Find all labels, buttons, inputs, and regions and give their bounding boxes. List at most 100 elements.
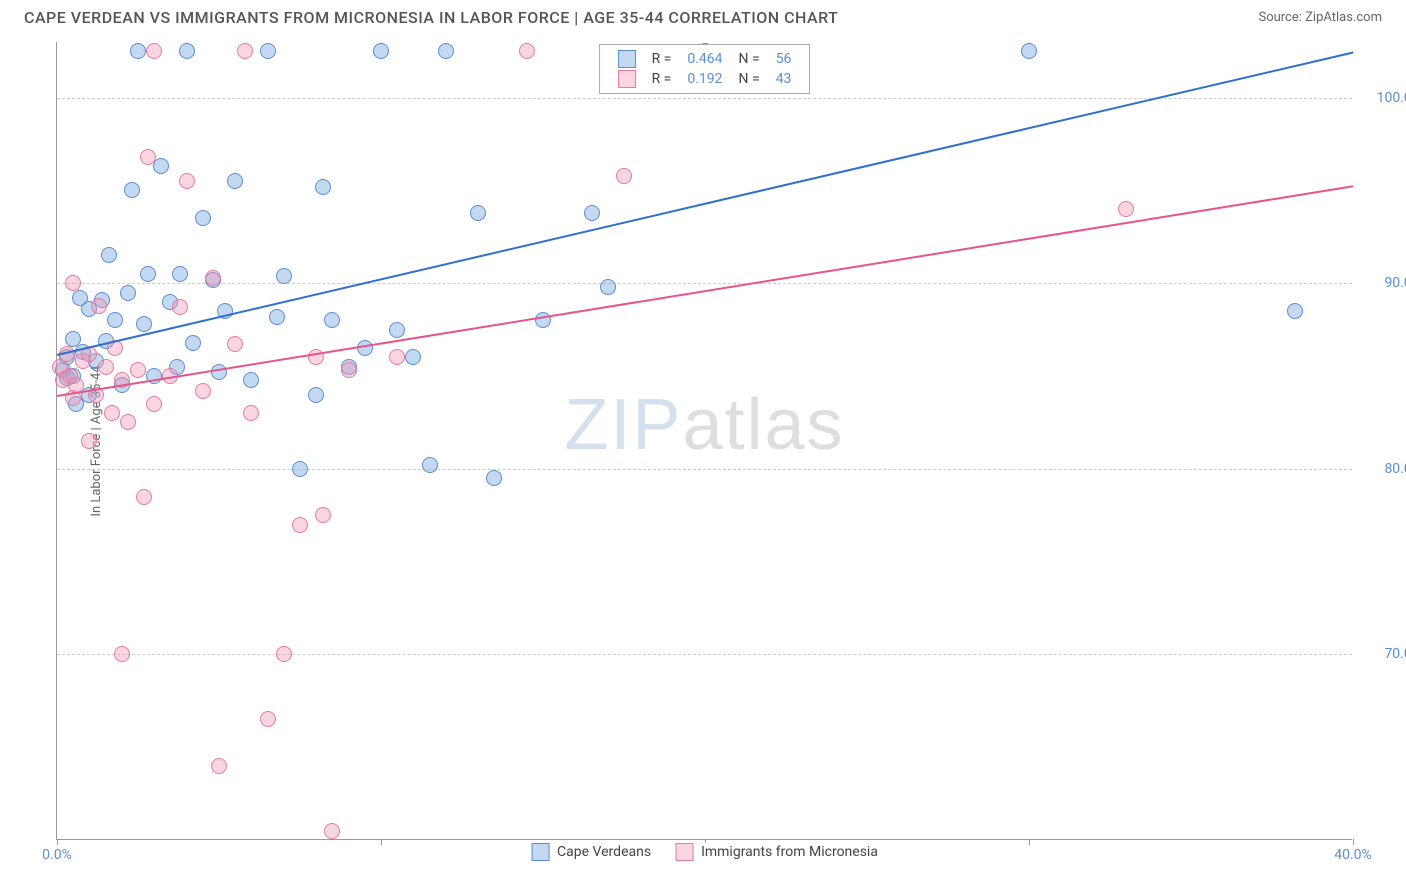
legend-r-label: R = — [644, 49, 680, 69]
data-point — [260, 711, 276, 727]
legend-n-value: 56 — [768, 49, 800, 69]
data-point — [315, 507, 331, 523]
data-point — [179, 43, 195, 59]
data-point — [136, 489, 152, 505]
data-point — [324, 823, 340, 839]
series-legend-item: Cape Verdeans — [531, 843, 651, 861]
plot-surface: 70.0%80.0%90.0%100.0%0.0%40.0% — [57, 42, 1352, 839]
legend-n-label: N = — [731, 69, 768, 89]
y-tick-label: 80.0% — [1362, 461, 1406, 477]
data-point — [205, 270, 221, 286]
data-point — [153, 158, 169, 174]
data-point — [276, 268, 292, 284]
data-point — [146, 43, 162, 59]
data-point — [519, 43, 535, 59]
data-point — [324, 312, 340, 328]
data-point — [81, 433, 97, 449]
series-legend-item: Immigrants from Micronesia — [675, 843, 878, 861]
data-point — [373, 43, 389, 59]
data-point — [292, 517, 308, 533]
y-tick-label: 70.0% — [1362, 646, 1406, 662]
data-point — [195, 210, 211, 226]
data-point — [114, 646, 130, 662]
data-point — [172, 299, 188, 315]
chart-title: CAPE VERDEAN VS IMMIGRANTS FROM MICRONES… — [24, 8, 838, 27]
data-point — [616, 168, 632, 184]
data-point — [104, 405, 120, 421]
data-point — [1118, 201, 1134, 217]
data-point — [470, 205, 486, 221]
data-point — [1287, 303, 1303, 319]
data-point — [101, 247, 117, 263]
x-tick-mark — [1029, 839, 1030, 845]
data-point — [292, 461, 308, 477]
data-point — [91, 298, 107, 314]
data-point — [227, 173, 243, 189]
x-tick-label: 0.0% — [42, 847, 72, 863]
data-point — [130, 362, 146, 378]
data-point — [584, 205, 600, 221]
data-point — [185, 335, 201, 351]
gridline-horizontal — [57, 469, 1352, 470]
data-point — [107, 312, 123, 328]
data-point — [120, 414, 136, 430]
gridline-horizontal — [57, 283, 1352, 284]
legend-r-label: R = — [644, 69, 680, 89]
data-point — [124, 182, 140, 198]
legend-swatch — [618, 70, 636, 88]
series-legend-label: Cape Verdeans — [557, 844, 651, 860]
data-point — [308, 387, 324, 403]
data-point — [486, 470, 502, 486]
data-point — [243, 405, 259, 421]
data-point — [438, 43, 454, 59]
gridline-horizontal — [57, 654, 1352, 655]
data-point — [405, 349, 421, 365]
data-point — [315, 179, 331, 195]
y-tick-label: 100.0% — [1362, 90, 1406, 106]
source-attribution: Source: ZipAtlas.com — [1258, 10, 1382, 25]
data-point — [237, 43, 253, 59]
legend-row: R =0.192N =43 — [610, 69, 800, 89]
data-point — [120, 285, 136, 301]
series-legend: Cape Verdeans Immigrants from Micronesia — [525, 843, 884, 861]
data-point — [422, 457, 438, 473]
x-tick-mark — [381, 839, 382, 845]
data-point — [195, 383, 211, 399]
legend-swatch — [618, 50, 636, 68]
legend-swatch — [531, 843, 549, 861]
chart-header: CAPE VERDEAN VS IMMIGRANTS FROM MICRONES… — [0, 0, 1406, 31]
data-point — [146, 396, 162, 412]
data-point — [227, 336, 243, 352]
trend-line — [57, 185, 1353, 397]
data-point — [140, 266, 156, 282]
data-point — [600, 279, 616, 295]
chart-plot-area: In Labor Force | Age 35-44 70.0%80.0%90.… — [56, 42, 1352, 840]
data-point — [341, 362, 357, 378]
correlation-legend: R =0.464N =56R =0.192N =43 — [599, 44, 811, 94]
data-point — [243, 372, 259, 388]
legend-swatch — [675, 843, 693, 861]
data-point — [389, 349, 405, 365]
data-point — [179, 173, 195, 189]
data-point — [357, 340, 373, 356]
data-point — [269, 309, 285, 325]
data-point — [389, 322, 405, 338]
legend-r-value: 0.192 — [679, 69, 730, 89]
x-tick-mark — [1353, 839, 1354, 845]
x-tick-mark — [57, 839, 58, 845]
legend-row: R =0.464N =56 — [610, 49, 800, 69]
legend-n-label: N = — [731, 49, 768, 69]
data-point — [1021, 43, 1037, 59]
data-point — [172, 266, 188, 282]
x-tick-label: 40.0% — [1334, 847, 1372, 863]
series-legend-label: Immigrants from Micronesia — [701, 844, 878, 860]
legend-n-value: 43 — [768, 69, 800, 89]
data-point — [65, 275, 81, 291]
y-tick-label: 90.0% — [1362, 275, 1406, 291]
legend-r-value: 0.464 — [679, 49, 730, 69]
data-point — [260, 43, 276, 59]
data-point — [140, 149, 156, 165]
data-point — [130, 43, 146, 59]
data-point — [136, 316, 152, 332]
data-point — [211, 758, 227, 774]
